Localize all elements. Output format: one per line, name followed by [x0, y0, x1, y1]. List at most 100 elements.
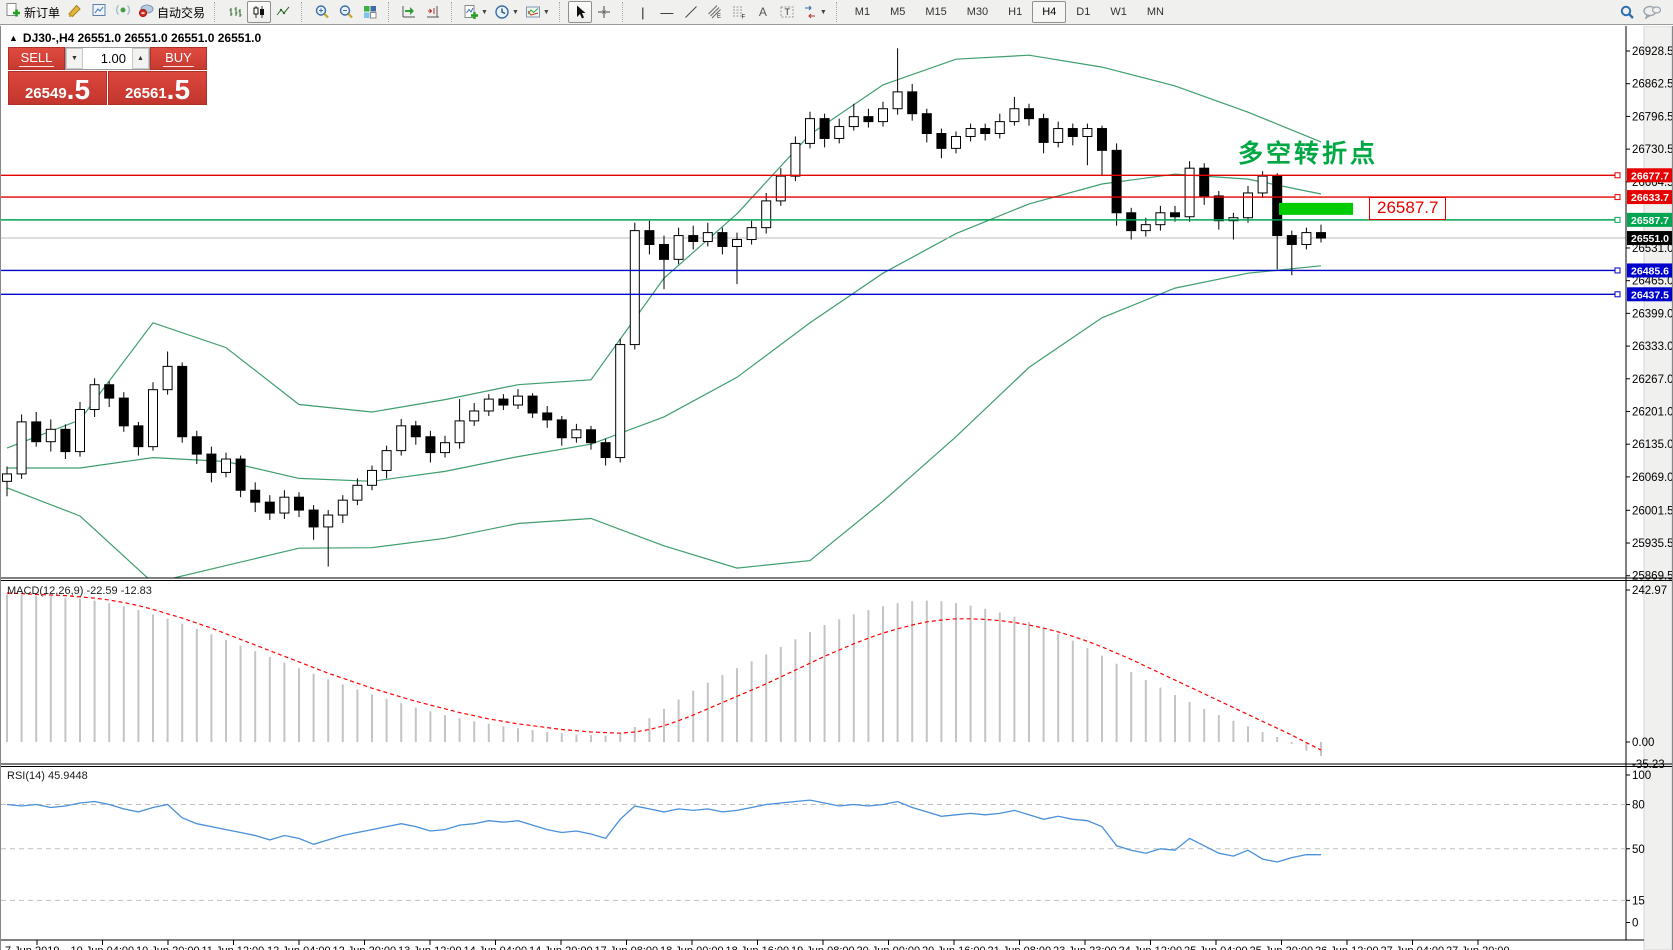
- zoom-out-icon: [339, 5, 353, 19]
- dropdown-arrow-icon: ▼: [542, 8, 550, 16]
- market-watch-button[interactable]: [87, 1, 111, 23]
- zoom-out-button[interactable]: [334, 1, 358, 23]
- arrows-tool[interactable]: ▼: [799, 1, 830, 23]
- crosshair-tool-button[interactable]: [592, 1, 616, 23]
- search-button[interactable]: [1615, 1, 1639, 23]
- horizontal-line-tool[interactable]: —: [655, 1, 679, 23]
- sell-price-display[interactable]: 26549 .5: [8, 71, 107, 105]
- timeframe-button-MN[interactable]: MN: [1146, 6, 1164, 18]
- svg-text:17 Jun 08:00: 17 Jun 08:00: [595, 945, 659, 950]
- one-click-trade-panel: SELL ▼ 1.00 ▲ BUY 26549 .5 26561 .5: [8, 47, 207, 105]
- period-button[interactable]: ▼: [491, 1, 522, 23]
- line-chart-button[interactable]: [271, 1, 295, 23]
- timeframe-button-M15[interactable]: M15: [925, 6, 947, 18]
- auto-trading-button[interactable]: 自动交易: [135, 1, 208, 23]
- rsi-line: [6, 799, 1322, 863]
- volume-value[interactable]: 1.00: [100, 51, 126, 66]
- template-button[interactable]: ▼: [522, 1, 553, 23]
- svg-text:26796.5: 26796.5: [1632, 111, 1672, 123]
- vertical-line-icon: |: [641, 4, 645, 20]
- add-indicator-button[interactable]: ▼: [460, 1, 491, 23]
- chart-canvas[interactable]: 26928.526862.526796.526730.526664.526531…: [1, 26, 1672, 950]
- svg-text:27 Jun 20:00: 27 Jun 20:00: [1446, 945, 1510, 950]
- text-tool[interactable]: A: [751, 1, 775, 23]
- macd-panel: 242.97 0.00 -35.23: [6, 585, 1667, 771]
- timeframe-button-M30[interactable]: M30: [966, 6, 989, 18]
- channel-icon: E: [707, 5, 721, 20]
- sell-price-frac: .5: [66, 74, 91, 106]
- sell-button[interactable]: SELL: [8, 47, 65, 70]
- svg-text:26465.0: 26465.0: [1632, 276, 1672, 288]
- highlight-box-annotation: [1279, 202, 1353, 215]
- svg-text:15: 15: [1632, 895, 1645, 907]
- toolbar: 新订单 自动交易: [0, 0, 1673, 25]
- svg-text:26001.5: 26001.5: [1632, 505, 1672, 517]
- text-label-tool[interactable]: T: [775, 1, 799, 23]
- svg-text:80: 80: [1632, 800, 1645, 812]
- timeframe-button-M5[interactable]: M5: [890, 6, 906, 18]
- crosshair-icon: [597, 6, 610, 18]
- toolbar-separator: [451, 2, 456, 22]
- buy-button[interactable]: BUY: [150, 47, 207, 70]
- svg-text:26437.5: 26437.5: [1631, 289, 1669, 301]
- auto-scroll-button[interactable]: [397, 1, 421, 23]
- signals-button[interactable]: [111, 1, 135, 23]
- svg-text:21 Jun 08:00: 21 Jun 08:00: [988, 945, 1052, 950]
- timeframe-button-D1[interactable]: D1: [1076, 6, 1091, 18]
- candlestick-chart-button[interactable]: [247, 1, 272, 23]
- indicator-group: ▼ ▼ ▼: [460, 0, 553, 24]
- price-axis: 26928.526862.526796.526730.526664.526531…: [1626, 46, 1672, 583]
- svg-text:14 Jun 20:00: 14 Jun 20:00: [529, 945, 593, 950]
- new-order-button[interactable]: 新订单: [2, 1, 63, 23]
- buy-price-int: 26561: [124, 84, 167, 102]
- buy-price-display[interactable]: 26561 .5: [108, 71, 207, 105]
- svg-text:7 Jun 2019: 7 Jun 2019: [5, 945, 59, 950]
- volume-stepper: ▼ 1.00 ▲: [65, 47, 150, 70]
- turning-point-annotation[interactable]: 多空转折点: [1238, 140, 1379, 168]
- chart-shift-group: [397, 0, 445, 24]
- svg-text:20 Jun 00:00: 20 Jun 00:00: [857, 945, 921, 950]
- svg-text:50: 50: [1632, 844, 1645, 856]
- bar-chart-button[interactable]: [223, 1, 247, 23]
- arrows-icon: [804, 5, 815, 19]
- volume-increase-button[interactable]: ▲: [132, 48, 149, 69]
- trendline-tool[interactable]: [679, 1, 703, 23]
- crayon-button[interactable]: [63, 1, 87, 23]
- cursor-tool-button[interactable]: [567, 1, 592, 23]
- svg-text:26862.5: 26862.5: [1632, 79, 1672, 91]
- svg-text:0.00: 0.00: [1632, 737, 1654, 749]
- zoom-group: [310, 0, 382, 24]
- bar-chart-icon: [229, 7, 242, 17]
- timeframe-button-H4[interactable]: H4: [1032, 1, 1067, 23]
- svg-text:26399.0: 26399.0: [1632, 308, 1672, 320]
- timeframe-button-W1[interactable]: W1: [1110, 6, 1127, 18]
- toolbar-separator: [835, 2, 841, 22]
- timeframe-button-H1[interactable]: H1: [1008, 6, 1023, 18]
- cursor-icon: [576, 5, 586, 19]
- svg-text:T: T: [784, 7, 790, 17]
- chart-shift-button[interactable]: [421, 1, 445, 23]
- svg-text:0: 0: [1632, 918, 1638, 930]
- dropdown-arrow-icon: ▼: [481, 8, 488, 16]
- tile-windows-button[interactable]: [358, 1, 382, 23]
- equidistant-channel-tool[interactable]: E: [703, 1, 727, 23]
- svg-text:26069.0: 26069.0: [1632, 472, 1672, 484]
- auto-scroll-icon: [402, 6, 416, 18]
- price-tag-annotation[interactable]: 26587.7: [1369, 197, 1447, 220]
- new-order-icon: [5, 2, 21, 23]
- svg-text:25 Jun 04:00: 25 Jun 04:00: [1184, 945, 1248, 950]
- svg-text:26531.0: 26531.0: [1632, 243, 1672, 255]
- timeframe-button-M1[interactable]: M1: [854, 6, 871, 18]
- buy-price-frac: .5: [166, 74, 191, 106]
- svg-text:19 Jun 08:00: 19 Jun 08:00: [791, 945, 855, 950]
- chat-button[interactable]: [1639, 1, 1665, 23]
- vertical-line-tool[interactable]: |: [631, 1, 655, 23]
- candlestick-icon: [253, 6, 265, 18]
- fibonacci-tool[interactable]: F: [727, 1, 751, 23]
- zoom-in-button[interactable]: [310, 1, 334, 23]
- collapse-triangle-icon[interactable]: ▲: [9, 33, 18, 43]
- svg-text:12 Jun 20:00: 12 Jun 20:00: [333, 945, 397, 950]
- timeframe-group: M1 M5 M15 M30 H1 H4 D1 W1 MN: [845, 0, 1174, 24]
- volume-decrease-button[interactable]: ▼: [66, 48, 83, 69]
- chart-window[interactable]: 26928.5 26862.5 26796.5 26730.5 26664.5 26531…: [0, 26, 1673, 950]
